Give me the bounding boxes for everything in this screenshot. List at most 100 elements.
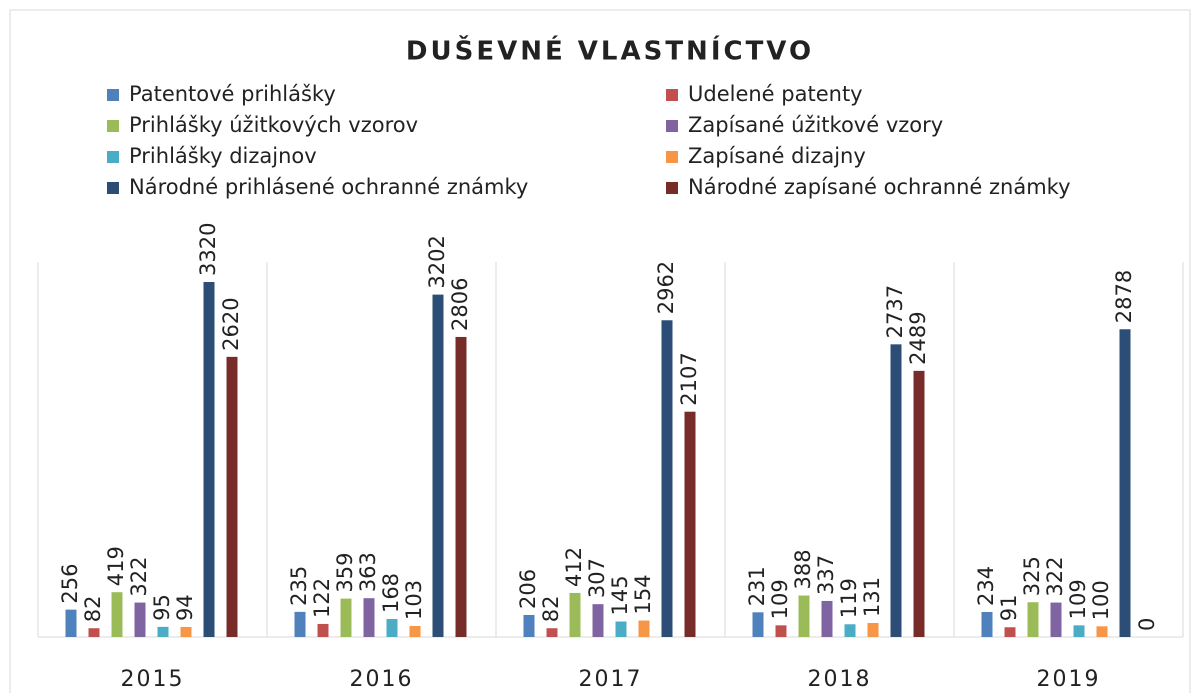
data-label: 119	[837, 578, 861, 618]
data-label: 412	[562, 547, 586, 587]
data-label: 103	[402, 580, 426, 620]
bar	[1004, 627, 1016, 637]
data-label: 322	[127, 556, 151, 596]
bar	[363, 598, 375, 637]
bar	[867, 622, 879, 637]
data-label: 363	[356, 552, 380, 592]
data-label: 322	[1043, 556, 1067, 596]
bar	[1119, 329, 1131, 637]
data-label: 337	[814, 555, 838, 595]
data-label: 0	[1135, 618, 1159, 631]
bar	[317, 623, 329, 637]
data-label: 256	[58, 564, 82, 604]
bar	[88, 628, 100, 637]
x-tick-label: 2018	[808, 667, 872, 692]
legend-swatch	[666, 120, 678, 132]
data-label: 3320	[196, 223, 220, 276]
bar	[615, 621, 627, 637]
data-label: 388	[791, 549, 815, 589]
bar	[821, 600, 833, 637]
bar	[546, 628, 558, 637]
bar	[890, 344, 902, 637]
data-label: 145	[608, 575, 632, 615]
bar	[432, 294, 444, 637]
data-label: 2878	[1112, 270, 1136, 323]
bar	[913, 370, 925, 637]
bar	[203, 282, 215, 637]
chart-title: DUŠEVNÉ VLASTNÍCTVO	[406, 35, 814, 67]
legend-swatch	[666, 151, 678, 163]
legend-swatch	[107, 182, 119, 194]
data-label: 2806	[448, 278, 472, 331]
bar	[1050, 602, 1062, 637]
bar	[569, 592, 581, 637]
data-label: 231	[745, 566, 769, 606]
data-label: 168	[379, 573, 403, 613]
data-label: 2489	[906, 311, 930, 364]
bar	[226, 356, 238, 637]
bar	[340, 598, 352, 637]
data-label: 122	[310, 578, 334, 618]
x-tick-label: 2017	[579, 667, 643, 692]
bar	[523, 614, 535, 637]
data-label: 2107	[677, 352, 701, 405]
legend-label: Udelené patenty	[688, 82, 863, 106]
bar	[1027, 602, 1039, 637]
legend-swatch	[107, 120, 119, 132]
legend-swatch	[107, 151, 119, 163]
bar	[752, 612, 764, 637]
data-label: 359	[333, 553, 357, 593]
bar	[157, 626, 169, 637]
data-label: 2737	[883, 285, 907, 338]
data-label: 234	[974, 566, 998, 606]
data-label: 109	[768, 579, 792, 619]
legend-label: Patentové prihlášky	[129, 82, 336, 106]
bar	[592, 604, 604, 637]
legend-label: Národné prihlásené ochranné známky	[129, 175, 528, 199]
legend-label: Prihlášky dizajnov	[129, 144, 317, 168]
data-label: 100	[1089, 580, 1113, 620]
bar	[180, 626, 192, 637]
bar	[1073, 625, 1085, 637]
data-label: 82	[81, 595, 105, 622]
legend-swatch	[107, 89, 119, 101]
legend-label: Zapísané úžitkové vzory	[688, 113, 943, 137]
data-label: 2620	[219, 297, 243, 350]
legend-swatch	[666, 182, 678, 194]
data-label: 2962	[654, 261, 678, 314]
data-label: 109	[1066, 579, 1090, 619]
data-label: 3202	[425, 235, 449, 288]
bar	[455, 336, 467, 637]
legend-label: Prihlášky úžitkových vzorov	[129, 113, 418, 137]
bar	[798, 595, 810, 637]
bar	[661, 320, 673, 637]
bar	[684, 411, 696, 637]
bar	[775, 625, 787, 637]
bar	[111, 592, 123, 637]
bar	[981, 611, 993, 637]
data-label: 235	[287, 566, 311, 606]
data-label: 154	[631, 574, 655, 614]
data-label: 131	[860, 577, 884, 617]
bar	[409, 625, 421, 637]
legend-swatch	[666, 89, 678, 101]
bar	[1096, 626, 1108, 637]
x-tick-label: 2015	[121, 667, 185, 692]
x-tick-label: 2019	[1037, 667, 1101, 692]
legend-label: Zapísané dizajny	[688, 144, 866, 168]
data-label: 419	[104, 546, 128, 586]
x-tick-label: 2016	[350, 667, 414, 692]
bar	[844, 624, 856, 637]
bar	[65, 609, 77, 637]
data-label: 325	[1020, 556, 1044, 596]
bar	[294, 611, 306, 637]
data-label: 206	[516, 569, 540, 609]
bar	[134, 602, 146, 637]
data-label: 94	[173, 594, 197, 621]
legend-label: Národné zapísané ochranné známky	[688, 175, 1071, 199]
data-label: 307	[585, 558, 609, 598]
bar	[638, 620, 650, 637]
data-label: 91	[997, 595, 1021, 622]
data-label: 95	[150, 594, 174, 621]
